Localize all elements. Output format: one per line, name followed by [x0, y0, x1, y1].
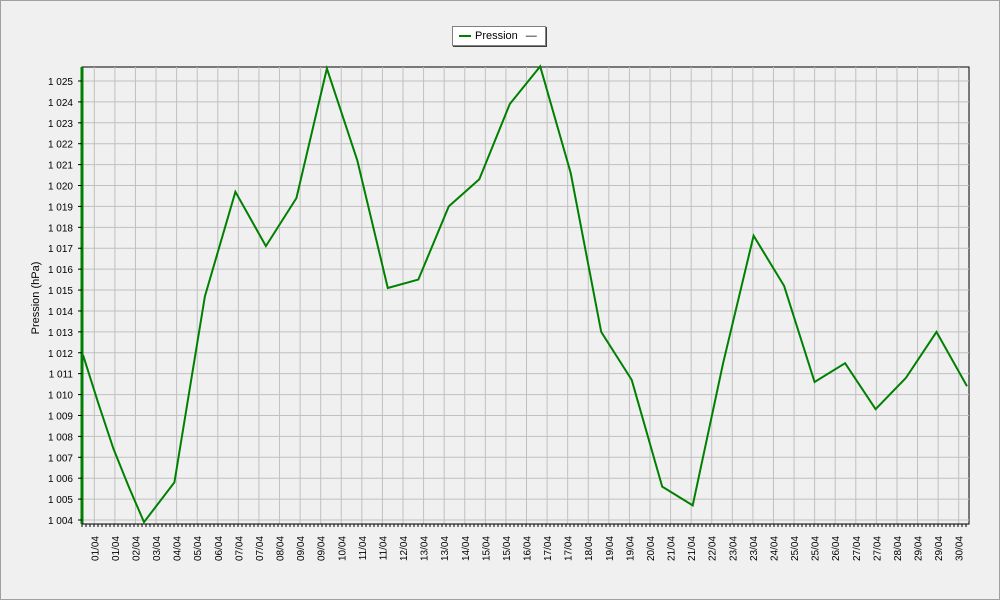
x-tick-label: 07/04 [255, 536, 266, 561]
x-tick-label: 20/04 [646, 536, 657, 561]
x-tick-label: 16/04 [523, 536, 534, 561]
x-tick-label: 15/04 [481, 536, 492, 561]
x-tick-label: 06/04 [214, 536, 225, 561]
x-tick-label: 09/04 [296, 536, 307, 561]
x-tick-label: 23/04 [749, 536, 760, 561]
x-tick-label: 30/04 [955, 536, 966, 561]
y-tick-label: 1 014 [48, 307, 73, 318]
x-tick-label: 27/04 [872, 536, 883, 561]
y-tick-label: 1 022 [48, 140, 73, 151]
y-tick-label: 1 006 [48, 474, 73, 485]
x-tick-label: 05/04 [193, 536, 204, 561]
y-tick-label: 1 011 [49, 370, 74, 381]
series-line-pression [82, 64, 968, 525]
y-tick-label: 1 010 [48, 391, 73, 402]
x-tick-label: 17/04 [543, 536, 554, 561]
legend-dash: — [525, 30, 537, 42]
x-tick-label: 21/04 [667, 536, 678, 561]
x-tick-label: 08/04 [276, 536, 287, 561]
y-tick-label: 1 021 [48, 161, 73, 172]
x-tick-label: 12/04 [399, 536, 410, 561]
series [82, 64, 968, 525]
y-axis-label: Pression (hPa) [30, 262, 42, 335]
x-tick-label: 09/04 [317, 536, 328, 561]
x-tick-labels: 01/04 01/04 02/04 03/04 04/04 05/04 06/04 07/04… [90, 536, 965, 561]
y-tick-label: 1 024 [48, 98, 73, 109]
x-tick-label: 10/04 [337, 536, 348, 561]
legend-swatch [459, 35, 471, 37]
x-tick-label: 19/04 [605, 536, 616, 561]
x-tick-label: 29/04 [914, 536, 925, 561]
y-tick-label: 1 019 [48, 202, 73, 213]
y-tick-label: 1 025 [48, 77, 73, 88]
x-tick-label: 21/04 [687, 536, 698, 561]
x-tick-label: 04/04 [173, 536, 184, 561]
x-tick-label: 13/04 [420, 536, 431, 561]
x-tick-label: 01/04 [90, 536, 101, 561]
x-tick-label: 02/04 [131, 536, 142, 561]
y-tick-label: 1 016 [48, 265, 73, 276]
grid [82, 67, 969, 524]
y-tick-label: 1 017 [48, 244, 73, 255]
x-tick-label: 22/04 [708, 536, 719, 561]
y-tick-label: 1 005 [48, 495, 73, 506]
x-tick-label: 28/04 [893, 536, 904, 561]
x-tick-label: 11/04 [358, 536, 369, 561]
x-tick-label: 07/04 [234, 536, 245, 561]
x-tick-label: 17/04 [564, 536, 575, 561]
y-tick-label: 1 007 [48, 453, 73, 464]
x-tick-label: 29/04 [934, 536, 945, 561]
y-tick-label: 1 013 [48, 328, 73, 339]
y-tick-label: 1 008 [48, 432, 73, 443]
axes [78, 67, 969, 527]
plot-area [81, 66, 970, 525]
legend: Pression — [452, 26, 546, 46]
x-tick-label: 11/04 [378, 536, 389, 561]
legend-label: Pression [475, 30, 518, 42]
y-tick-label: 1 015 [48, 286, 73, 297]
y-tick-label: 1 012 [48, 349, 73, 360]
x-tick-label: 15/04 [502, 536, 513, 561]
x-tick-label: 13/04 [440, 536, 451, 561]
x-tick-label: 18/04 [584, 536, 595, 561]
y-tick-label: 1 004 [48, 516, 73, 527]
y-tick-label: 1 020 [48, 182, 73, 193]
x-tick-label: 23/04 [728, 536, 739, 561]
y-tick-label: 1 023 [48, 119, 73, 130]
x-tick-label: 25/04 [790, 536, 801, 561]
x-tick-label: 19/04 [625, 536, 636, 561]
y-tick-label: 1 018 [48, 223, 73, 234]
y-tick-labels: 1 004 1 005 1 006 1 007 1 008 1 009 1 010 1 011… [48, 77, 73, 527]
x-tick-label: 27/04 [852, 536, 863, 561]
y-tick-label: 1 009 [48, 411, 73, 422]
x-tick-label: 14/04 [461, 536, 472, 561]
x-tick-label: 26/04 [831, 536, 842, 561]
x-tick-label: 24/04 [769, 536, 780, 561]
x-tick-label: 01/04 [111, 536, 122, 561]
x-tick-label: 25/04 [811, 536, 822, 561]
x-tick-label: 03/04 [152, 536, 163, 561]
